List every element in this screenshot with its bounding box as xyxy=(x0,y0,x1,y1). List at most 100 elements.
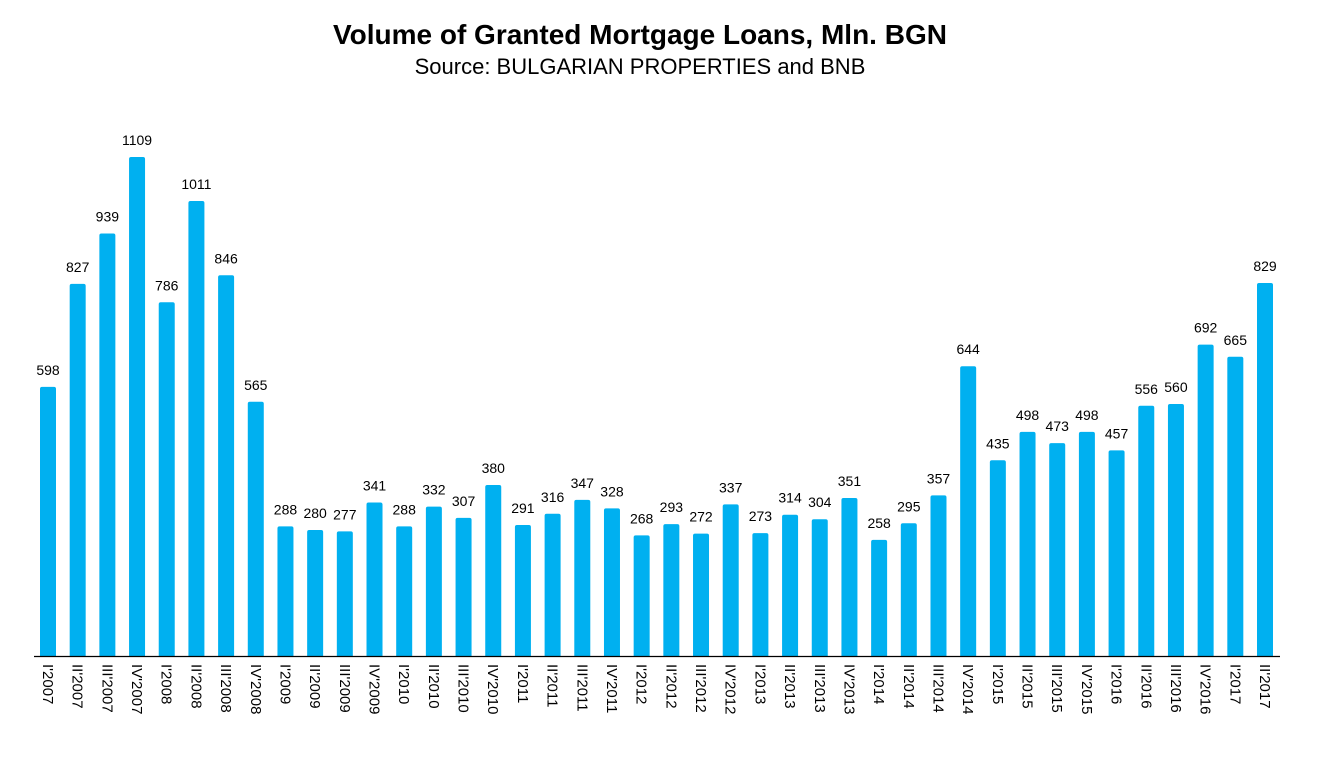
bar xyxy=(663,524,680,656)
data-label: 295 xyxy=(897,498,921,514)
data-label: 380 xyxy=(482,460,506,476)
bar xyxy=(1078,431,1095,656)
x-tick-label: I'2009 xyxy=(276,664,293,704)
bar xyxy=(1108,450,1125,656)
data-label: 316 xyxy=(541,489,565,505)
data-label: 280 xyxy=(303,505,327,521)
data-label: 560 xyxy=(1164,379,1188,395)
bar xyxy=(1197,344,1214,656)
bar xyxy=(69,283,86,656)
bar xyxy=(930,495,947,656)
data-label: 473 xyxy=(1046,418,1070,434)
data-label: 351 xyxy=(838,473,862,489)
x-tick-label: IV'2007 xyxy=(128,664,145,714)
data-label: 273 xyxy=(749,508,773,524)
data-label: 939 xyxy=(96,208,120,224)
bars-group xyxy=(40,156,1273,657)
x-tick-label: IV'2010 xyxy=(484,664,501,714)
bar xyxy=(247,401,264,656)
x-tick-label: IV'2013 xyxy=(840,664,857,714)
bar xyxy=(366,502,383,656)
bar xyxy=(336,531,353,656)
data-label: 307 xyxy=(452,493,476,509)
x-tick-label: I'2016 xyxy=(1108,664,1125,704)
data-label: 435 xyxy=(986,435,1010,451)
data-label: 304 xyxy=(808,494,832,510)
bar xyxy=(455,517,472,656)
x-tick-label: I'2011 xyxy=(514,664,531,703)
data-label: 277 xyxy=(333,506,357,522)
bar xyxy=(396,526,413,656)
x-tick-label: III'2012 xyxy=(692,664,709,713)
data-label: 498 xyxy=(1075,407,1099,423)
x-tick-label: III'2016 xyxy=(1167,664,1184,713)
x-tick-label: I'2013 xyxy=(751,664,768,704)
data-label: 347 xyxy=(571,475,595,491)
data-label: 288 xyxy=(393,501,417,517)
data-label: 341 xyxy=(363,478,387,494)
bar xyxy=(811,519,828,656)
bar xyxy=(1019,431,1036,656)
data-label: 291 xyxy=(511,500,535,516)
data-label: 846 xyxy=(214,250,238,266)
bar xyxy=(574,499,591,656)
bar xyxy=(752,533,769,656)
data-label: 457 xyxy=(1105,425,1129,441)
bar xyxy=(1167,404,1184,656)
x-tick-label: I'2014 xyxy=(870,664,887,704)
data-label: 498 xyxy=(1016,407,1040,423)
x-tick-label: II'2008 xyxy=(187,664,204,709)
data-label: 332 xyxy=(422,482,446,498)
x-tick-label: II'2014 xyxy=(900,664,917,709)
data-label: 556 xyxy=(1135,381,1159,397)
bar xyxy=(425,506,442,656)
data-label: 665 xyxy=(1224,332,1248,348)
bar xyxy=(900,523,917,656)
x-tick-label: II'2010 xyxy=(425,664,442,709)
bar xyxy=(633,535,650,656)
x-tick-label: III'2015 xyxy=(1048,664,1065,713)
data-label: 829 xyxy=(1253,258,1277,274)
x-tick-label: IV'2008 xyxy=(247,664,264,714)
data-label: 692 xyxy=(1194,320,1218,336)
x-tick-label: II'2007 xyxy=(69,664,86,709)
bar xyxy=(603,508,620,656)
bar xyxy=(1227,356,1244,656)
data-label: 272 xyxy=(689,509,713,525)
bar xyxy=(989,460,1006,656)
data-label: 268 xyxy=(630,510,654,526)
x-tick-label: II'2013 xyxy=(781,664,798,709)
x-tick-label: I'2007 xyxy=(39,664,56,704)
data-label: 1011 xyxy=(181,176,211,192)
x-tick-label: IV'2016 xyxy=(1197,664,1214,714)
data-label: 1109 xyxy=(122,132,152,148)
x-tick-label: I'2017 xyxy=(1226,664,1243,704)
x-tick-label: III'2013 xyxy=(811,664,828,713)
bar xyxy=(544,513,561,656)
data-label: 288 xyxy=(274,501,298,517)
bar xyxy=(218,275,235,656)
x-tick-label: III'2011 xyxy=(573,664,590,712)
data-label: 565 xyxy=(244,377,268,393)
bar xyxy=(158,302,175,656)
bar xyxy=(277,526,294,656)
x-tick-label: II'2017 xyxy=(1256,664,1273,709)
data-label: 786 xyxy=(155,277,179,293)
chart-title: Volume of Granted Mortgage Loans, Mln. B… xyxy=(333,19,947,50)
x-tick-label: I'2010 xyxy=(395,664,412,704)
x-tick-label: IV'2012 xyxy=(722,664,739,714)
bar xyxy=(1049,443,1066,656)
bar xyxy=(485,485,502,656)
bar xyxy=(514,525,531,656)
x-tick-label: III'2010 xyxy=(455,664,472,713)
x-tick-label: II'2011 xyxy=(544,664,561,707)
bar xyxy=(1138,405,1155,656)
x-tick-label: I'2015 xyxy=(989,664,1006,704)
data-label: 314 xyxy=(778,490,802,506)
data-label: 644 xyxy=(956,341,980,357)
x-tick-label: IV'2015 xyxy=(1078,664,1095,714)
x-tick-label: IV'2009 xyxy=(366,664,383,714)
data-label: 598 xyxy=(36,362,60,378)
data-label: 337 xyxy=(719,479,743,495)
